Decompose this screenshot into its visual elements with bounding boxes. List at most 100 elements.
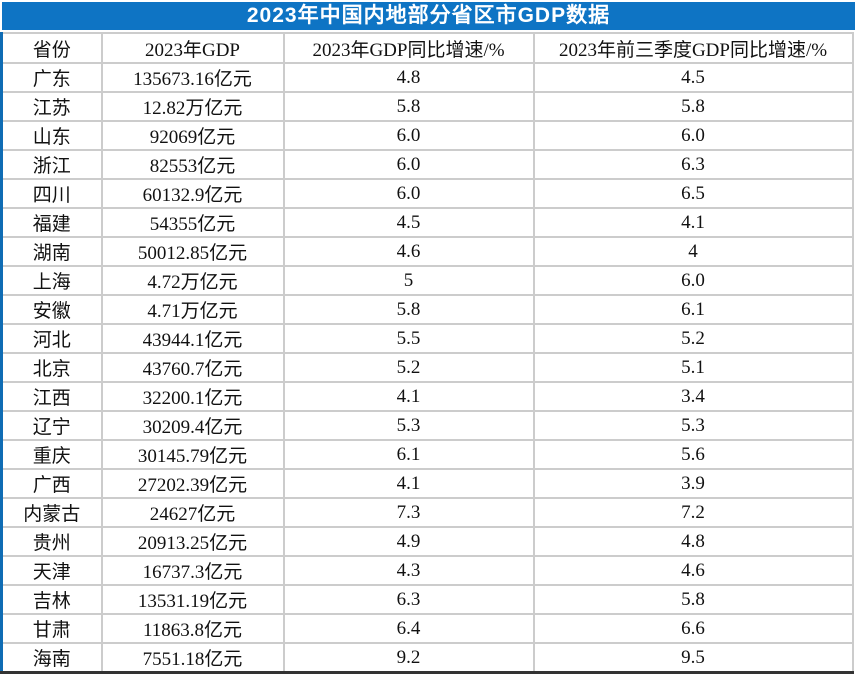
table-row: 河北 43944.1亿元 5.5 5.2 bbox=[0, 323, 854, 354]
growth-2023-cell: 6.4 bbox=[282, 613, 535, 644]
growth-2023-cell: 4.6 bbox=[282, 236, 535, 267]
table-row: 广东 135673.16亿元 4.8 4.5 bbox=[0, 62, 854, 93]
gdp-cell: 54355亿元 bbox=[100, 207, 285, 238]
growth-2023-cell: 4.1 bbox=[282, 381, 535, 412]
gdp-cell: 12.82万亿元 bbox=[100, 91, 285, 122]
growth-q3-cell: 5.3 bbox=[532, 410, 854, 441]
province-cell: 辽宁 bbox=[0, 410, 103, 441]
table-row: 福建 54355亿元 4.5 4.1 bbox=[0, 207, 854, 238]
growth-2023-cell: 6.1 bbox=[282, 439, 535, 470]
header-cell-gdp-2023: 2023年GDP bbox=[100, 32, 285, 64]
table-row: 四川 60132.9亿元 6.0 6.5 bbox=[0, 178, 854, 209]
table-row: 广西 27202.39亿元 4.1 3.9 bbox=[0, 468, 854, 499]
gdp-cell: 16737.3亿元 bbox=[100, 555, 285, 586]
header-cell-growth-first-three-quarters: 2023年前三季度GDP同比增速/% bbox=[532, 32, 854, 64]
province-cell: 江西 bbox=[0, 381, 103, 412]
table-row: 吉林 13531.19亿元 6.3 5.8 bbox=[0, 584, 854, 615]
province-cell: 四川 bbox=[0, 178, 103, 209]
table-header-row: 省份 2023年GDP 2023年GDP同比增速/% 2023年前三季度GDP同… bbox=[0, 32, 854, 64]
table-row: 天津 16737.3亿元 4.3 4.6 bbox=[0, 555, 854, 586]
gdp-cell: 82553亿元 bbox=[100, 149, 285, 180]
growth-2023-cell: 5.5 bbox=[282, 323, 535, 354]
table-row: 贵州 20913.25亿元 4.9 4.8 bbox=[0, 526, 854, 557]
table-row: 安徽 4.71万亿元 5.8 6.1 bbox=[0, 294, 854, 325]
province-cell: 山东 bbox=[0, 120, 103, 151]
gdp-cell: 27202.39亿元 bbox=[100, 468, 285, 499]
gdp-table: 省份 2023年GDP 2023年GDP同比增速/% 2023年前三季度GDP同… bbox=[0, 32, 854, 674]
gdp-cell: 30145.79亿元 bbox=[100, 439, 285, 470]
growth-q3-cell: 5.2 bbox=[532, 323, 854, 354]
table-header: 省份 2023年GDP 2023年GDP同比增速/% 2023年前三季度GDP同… bbox=[0, 32, 854, 64]
growth-q3-cell: 5.1 bbox=[532, 352, 854, 383]
growth-2023-cell: 4.8 bbox=[282, 62, 535, 93]
growth-2023-cell: 5.2 bbox=[282, 352, 535, 383]
gdp-cell: 43944.1亿元 bbox=[100, 323, 285, 354]
province-cell: 福建 bbox=[0, 207, 103, 238]
growth-2023-cell: 7.3 bbox=[282, 497, 535, 528]
gdp-cell: 4.72万亿元 bbox=[100, 265, 285, 296]
growth-q3-cell: 4.8 bbox=[532, 526, 854, 557]
growth-q3-cell: 6.5 bbox=[532, 178, 854, 209]
gdp-cell: 50012.85亿元 bbox=[100, 236, 285, 267]
province-cell: 湖南 bbox=[0, 236, 103, 267]
growth-2023-cell: 4.9 bbox=[282, 526, 535, 557]
table-body: 广东 135673.16亿元 4.8 4.5 江苏 12.82万亿元 5.8 5.8 山东 920… bbox=[0, 62, 854, 674]
growth-2023-cell: 6.0 bbox=[282, 149, 535, 180]
province-cell: 河北 bbox=[0, 323, 103, 354]
gdp-cell: 135673.16亿元 bbox=[100, 62, 285, 93]
growth-q3-cell: 4.5 bbox=[532, 62, 854, 93]
header-cell-province: 省份 bbox=[0, 32, 103, 64]
province-cell: 贵州 bbox=[0, 526, 103, 557]
growth-q3-cell: 4.6 bbox=[532, 555, 854, 586]
growth-2023-cell: 5.8 bbox=[282, 91, 535, 122]
table-row: 重庆 30145.79亿元 6.1 5.6 bbox=[0, 439, 854, 470]
growth-2023-cell: 4.5 bbox=[282, 207, 535, 238]
province-cell: 广东 bbox=[0, 62, 103, 93]
growth-q3-cell: 6.1 bbox=[532, 294, 854, 325]
table-row: 北京 43760.7亿元 5.2 5.1 bbox=[0, 352, 854, 383]
growth-2023-cell: 5.3 bbox=[282, 410, 535, 441]
growth-2023-cell: 4.1 bbox=[282, 468, 535, 499]
growth-q3-cell: 6.3 bbox=[532, 149, 854, 180]
table-row: 江西 32200.1亿元 4.1 3.4 bbox=[0, 381, 854, 412]
growth-q3-cell: 4.1 bbox=[532, 207, 854, 238]
table-row: 浙江 82553亿元 6.0 6.3 bbox=[0, 149, 854, 180]
growth-2023-cell: 9.2 bbox=[282, 642, 535, 674]
province-cell: 重庆 bbox=[0, 439, 103, 470]
province-cell: 天津 bbox=[0, 555, 103, 586]
growth-q3-cell: 5.8 bbox=[532, 91, 854, 122]
growth-2023-cell: 4.3 bbox=[282, 555, 535, 586]
growth-q3-cell: 9.5 bbox=[532, 642, 854, 674]
gdp-cell: 92069亿元 bbox=[100, 120, 285, 151]
table-row: 内蒙古 24627亿元 7.3 7.2 bbox=[0, 497, 854, 528]
growth-q3-cell: 6.0 bbox=[532, 120, 854, 151]
growth-2023-cell: 5 bbox=[282, 265, 535, 296]
gdp-cell: 32200.1亿元 bbox=[100, 381, 285, 412]
gdp-cell: 24627亿元 bbox=[100, 497, 285, 528]
growth-2023-cell: 6.3 bbox=[282, 584, 535, 615]
province-cell: 吉林 bbox=[0, 584, 103, 615]
growth-2023-cell: 5.8 bbox=[282, 294, 535, 325]
growth-q3-cell: 3.9 bbox=[532, 468, 854, 499]
province-cell: 甘肃 bbox=[0, 613, 103, 644]
table-row: 海南 7551.18亿元 9.2 9.5 bbox=[0, 642, 854, 674]
growth-q3-cell: 4 bbox=[532, 236, 854, 267]
table-row: 湖南 50012.85亿元 4.6 4 bbox=[0, 236, 854, 267]
gdp-cell: 20913.25亿元 bbox=[100, 526, 285, 557]
province-cell: 内蒙古 bbox=[0, 497, 103, 528]
gdp-cell: 7551.18亿元 bbox=[100, 642, 285, 674]
table-row: 江苏 12.82万亿元 5.8 5.8 bbox=[0, 91, 854, 122]
table-row: 辽宁 30209.4亿元 5.3 5.3 bbox=[0, 410, 854, 441]
growth-q3-cell: 6.0 bbox=[532, 265, 854, 296]
growth-2023-cell: 6.0 bbox=[282, 120, 535, 151]
page-title: 2023年中国内地部分省区市GDP数据 bbox=[2, 2, 855, 30]
province-cell: 上海 bbox=[0, 265, 103, 296]
gdp-cell: 11863.8亿元 bbox=[100, 613, 285, 644]
province-cell: 江苏 bbox=[0, 91, 103, 122]
province-cell: 广西 bbox=[0, 468, 103, 499]
header-cell-growth-2023: 2023年GDP同比增速/% bbox=[282, 32, 535, 64]
table-row: 上海 4.72万亿元 5 6.0 bbox=[0, 265, 854, 296]
growth-q3-cell: 5.6 bbox=[532, 439, 854, 470]
province-cell: 北京 bbox=[0, 352, 103, 383]
